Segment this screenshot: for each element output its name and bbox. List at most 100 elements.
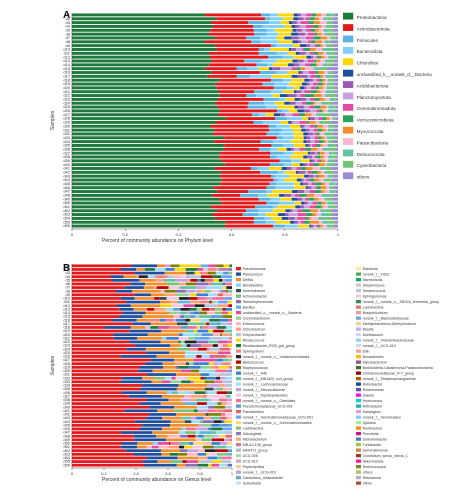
bar-segment xyxy=(205,13,261,17)
bar-segment xyxy=(295,24,300,28)
bar-segment xyxy=(169,311,178,315)
bar-segment xyxy=(294,220,299,224)
y-tick-label: d30 xyxy=(63,123,70,128)
bar-segment xyxy=(223,264,230,268)
bar-segment xyxy=(292,21,298,25)
bar-segment xyxy=(302,117,309,121)
bar-segment xyxy=(72,416,147,420)
bar-segment xyxy=(309,105,315,109)
bar-segment xyxy=(209,336,223,340)
bar-segment xyxy=(168,398,182,402)
bar-segment xyxy=(327,21,330,25)
bar-segment xyxy=(208,405,215,409)
bar-segment xyxy=(257,167,270,170)
bar-segment xyxy=(203,268,206,271)
bar-segment xyxy=(183,304,195,308)
bar-segment xyxy=(146,373,177,376)
bar-segment xyxy=(216,373,220,376)
bar-segment xyxy=(179,282,186,286)
bar-segment xyxy=(298,36,307,40)
bar-segment xyxy=(301,82,307,86)
legend-entry: Stenotrophomonas xyxy=(243,300,274,304)
bar-segment xyxy=(173,315,181,318)
bar-segment xyxy=(189,362,194,366)
bar-segment xyxy=(195,315,200,318)
bar-segment xyxy=(334,48,338,51)
bar-segment xyxy=(200,373,210,376)
bar-segment xyxy=(305,197,309,201)
bar-segment xyxy=(185,289,195,293)
bar-segment xyxy=(274,82,289,86)
y-tick-label: d11 xyxy=(64,299,71,304)
bar-segment xyxy=(134,293,151,297)
y-tick-label: d2 xyxy=(66,267,71,272)
bar-segment xyxy=(287,94,297,98)
y-tick-label: d14 xyxy=(63,62,70,67)
bar-segment xyxy=(72,326,105,329)
bar-segment xyxy=(321,24,326,28)
bar-segment xyxy=(303,105,310,109)
bar-segment xyxy=(199,300,208,304)
bar-segment xyxy=(335,190,338,193)
bar-segment xyxy=(314,193,322,197)
bar-segment xyxy=(304,90,311,94)
bar-segment xyxy=(226,394,231,398)
y-tick-label: d24 xyxy=(63,100,70,105)
legend-swatch xyxy=(236,453,241,458)
bar-segment xyxy=(224,351,231,355)
bar-segment xyxy=(72,36,216,40)
legend-swatch xyxy=(356,415,361,419)
bar-segment xyxy=(323,74,326,78)
bar-segment xyxy=(297,59,304,63)
legend-swatch xyxy=(356,288,361,293)
bar-segment xyxy=(200,318,210,322)
bar-segment xyxy=(296,167,301,170)
bar-segment xyxy=(219,289,222,293)
bar-segment xyxy=(228,304,232,308)
bar-segment xyxy=(328,151,333,155)
bar-segment xyxy=(144,463,177,467)
y-tick-label: d12 xyxy=(63,303,70,308)
bar-segment xyxy=(204,442,212,445)
bar-segment xyxy=(72,147,224,151)
bar-segment xyxy=(305,143,308,147)
bar-segment xyxy=(266,190,273,193)
bar-segment xyxy=(135,420,171,424)
bar-segment xyxy=(304,78,309,82)
bar-segment xyxy=(174,358,194,362)
legend-entry: Cyanobacteria xyxy=(357,163,387,168)
bar-segment xyxy=(72,140,215,144)
bar-segment xyxy=(216,326,227,329)
y-tick-label: d35 xyxy=(63,386,70,391)
legend-swatch xyxy=(236,321,241,326)
bar-segment xyxy=(303,182,309,186)
bar-segment xyxy=(295,193,300,197)
legend-swatch xyxy=(236,426,241,430)
bar-segment xyxy=(218,434,226,438)
y-tick-label: d42 xyxy=(63,169,70,174)
bar-segment xyxy=(313,163,319,167)
bar-segment xyxy=(169,351,186,355)
bar-segment xyxy=(297,21,301,25)
bar-segment xyxy=(322,220,329,224)
bar-segment xyxy=(303,109,311,113)
bar-segment xyxy=(72,405,150,409)
bar-segment xyxy=(72,452,134,456)
bar-segment xyxy=(301,178,304,182)
y-tick-label: d3 xyxy=(66,270,71,275)
bar-segment xyxy=(319,178,324,182)
bar-segment xyxy=(304,124,310,128)
bar-segment xyxy=(317,32,322,36)
legend-entry: Ellin xyxy=(363,350,370,354)
legend-entry: Ukkungtella xyxy=(243,432,262,436)
bar-segment xyxy=(287,51,296,55)
legend-swatch xyxy=(356,409,361,414)
bar-segment xyxy=(150,322,177,326)
bar-segment xyxy=(72,329,130,333)
bar-segment xyxy=(335,182,338,186)
legend-swatch xyxy=(343,46,354,54)
bar-segment xyxy=(72,44,216,48)
bar-segment xyxy=(221,201,267,205)
bar-segment xyxy=(297,74,308,78)
bar-segment xyxy=(331,124,336,128)
